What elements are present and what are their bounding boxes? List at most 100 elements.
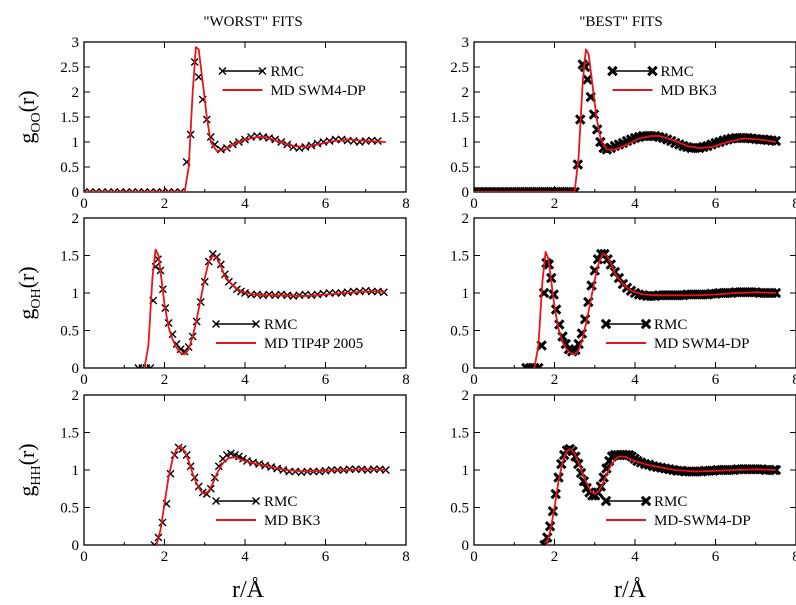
rmc-point <box>158 188 167 192</box>
x-tick-label: 2 <box>551 549 559 565</box>
legend-md-label: MD-SWM4-DP <box>654 513 751 529</box>
x-tick-label: 0 <box>80 549 88 565</box>
y-axis-labels: gOO(r) gOH(r) gHH(r) <box>14 90 44 496</box>
legend: RMC MD-SWM4-DP <box>600 494 751 529</box>
y-tick-label: 0.5 <box>450 501 469 517</box>
x-tick-label: 4 <box>631 372 639 388</box>
md-series-line <box>84 46 386 192</box>
y-axis-label-row1: gOO(r) <box>14 90 44 143</box>
column-title-best: "BEST" FITS <box>579 14 663 30</box>
x-tick-label: 2 <box>161 372 169 388</box>
x-axis-label-right: r/Å <box>614 577 647 603</box>
legend: RMC MD SWM4-DP <box>218 64 366 99</box>
legend-md-label: MD BK3 <box>660 83 716 99</box>
panel-r3-c2: 0 2 4 6 8 0 0.5 1 1.5 2 RMC MD-SWM4-DP <box>450 388 796 565</box>
x-tick-label: 8 <box>792 549 796 565</box>
rmc-point <box>146 188 155 192</box>
rmc-point <box>84 188 88 192</box>
legend-rmc-label: RMC <box>654 317 687 333</box>
y-tick-label: 1 <box>72 135 80 151</box>
x-tick-label: 0 <box>470 372 478 388</box>
md-series-line <box>545 448 776 545</box>
y-tick-label: 1 <box>462 463 470 479</box>
legend-rmc-label: RMC <box>264 494 297 510</box>
legend-md-label: MD SWM4-DP <box>654 336 749 352</box>
y-tick-label: 2 <box>462 85 470 101</box>
y-tick-label: 0 <box>462 538 470 554</box>
x-tick-label: 4 <box>631 549 639 565</box>
rmc-point <box>116 188 125 192</box>
x-tick-label: 2 <box>161 196 169 212</box>
x-tick-label: 4 <box>241 372 249 388</box>
rmc-point <box>214 462 223 471</box>
rmc-point <box>547 505 559 517</box>
y-tick-label: 1 <box>462 286 470 302</box>
rmc-point <box>325 289 334 297</box>
legend-rmc-marker <box>212 320 221 328</box>
y-tick-label: 2 <box>462 388 470 404</box>
md-series-line <box>155 445 386 545</box>
rmc-point <box>601 463 612 474</box>
panel-r1-c1: 0 2 4 6 8 0 0.5 1 1.5 2 2.5 3 RMC MD SWM4-DP <box>60 35 410 212</box>
y-tick-label: 0.5 <box>450 160 469 176</box>
legend-rmc-label: RMC <box>654 494 687 510</box>
legend: RMC MD BK3 <box>607 64 717 99</box>
legend-rmc-label: RMC <box>660 64 693 80</box>
panel-r1-c2: 0 2 4 6 8 0 0.5 1 1.5 2 2.5 3 RMC MD BK3 <box>450 35 796 212</box>
y-tick-label: 1 <box>462 135 470 151</box>
legend: RMC MD TIP4P 2005 <box>212 317 363 352</box>
legend-rmc-marker <box>600 318 612 330</box>
x-tick-label: 8 <box>402 549 410 565</box>
rmc-point <box>285 467 294 476</box>
rmc-point <box>550 304 562 315</box>
y-tick-label: 0 <box>462 185 470 201</box>
y-tick-label: 2 <box>72 85 80 101</box>
legend: RMC MD SWM4-DP <box>600 317 749 352</box>
rmc-point <box>86 188 95 192</box>
legend-rmc-marker <box>212 497 221 505</box>
rmc-point <box>544 520 556 532</box>
y-tick-label: 0.5 <box>60 501 79 517</box>
y-tick-label: 1.5 <box>60 426 79 442</box>
y-tick-label: 2 <box>72 211 80 227</box>
panel-r2-c1: 0 2 4 6 8 0 0.5 1 1.5 2 RMC MD TIP4P 2005 <box>60 211 410 388</box>
legend-rmc-marker <box>252 497 261 505</box>
y-tick-label: 1.5 <box>450 110 469 126</box>
y-tick-label: 1.5 <box>60 110 79 126</box>
legend-rmc-marker <box>640 495 652 507</box>
rmc-point <box>122 188 131 192</box>
rmc-point <box>140 188 149 192</box>
panel-r2-c2: 0 2 4 6 8 0 0.5 1 1.5 2 RMC MD SWM4-DP <box>450 211 796 388</box>
y-tick-label: 0 <box>462 361 470 377</box>
x-tick-label: 4 <box>241 196 249 212</box>
md-series-line <box>533 250 776 368</box>
legend-rmc-marker <box>252 320 261 328</box>
legend-rmc-marker <box>600 495 612 507</box>
x-tick-label: 0 <box>80 372 88 388</box>
rmc-point <box>98 188 107 192</box>
y-tick-label: 0 <box>72 361 80 377</box>
x-tick-label: 0 <box>80 196 88 212</box>
y-tick-label: 2.5 <box>450 60 469 76</box>
x-tick-label: 6 <box>712 372 720 388</box>
rmc-point <box>110 188 119 192</box>
legend-md-label: MD SWM4-DP <box>270 83 365 99</box>
legend-rmc-label: RMC <box>264 317 297 333</box>
rmc-point <box>349 137 358 145</box>
rmc-point <box>253 132 262 140</box>
rmc-point <box>210 140 219 149</box>
x-tick-label: 6 <box>322 549 330 565</box>
rmc-point <box>104 188 113 192</box>
rmc-point <box>569 186 580 192</box>
x-tick-label: 8 <box>402 372 410 388</box>
x-tick-label: 8 <box>792 372 796 388</box>
rmc-point <box>176 188 185 192</box>
y-tick-label: 1 <box>72 463 80 479</box>
x-tick-label: 6 <box>322 196 330 212</box>
rmc-point <box>176 345 185 354</box>
x-axis-label-left: r/Å <box>232 577 265 603</box>
y-tick-label: 3 <box>462 35 470 51</box>
y-axis-label-row2: gOH(r) <box>14 266 44 319</box>
